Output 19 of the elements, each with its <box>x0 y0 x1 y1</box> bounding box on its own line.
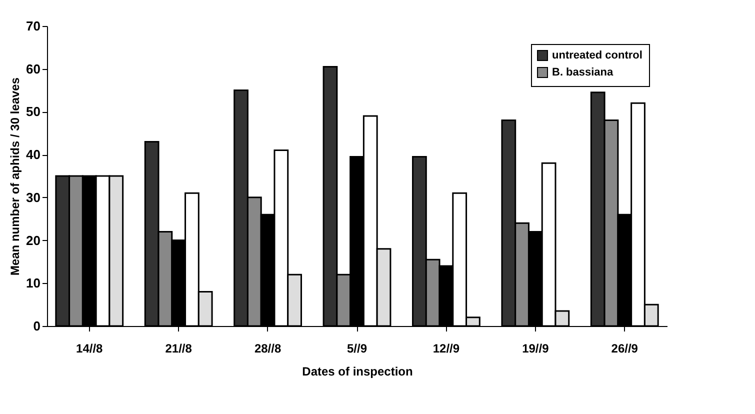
y-tick-label: 10 <box>26 276 40 291</box>
y-tick-label: 50 <box>26 104 40 120</box>
y-tick-label: 30 <box>26 190 40 205</box>
legend-label: untreated control <box>552 50 642 62</box>
x-tick-label: 19//9 <box>522 342 550 356</box>
y-tick-label: 70 <box>26 18 40 34</box>
x-tick-label: 28//8 <box>254 342 282 356</box>
x-axis-title: Dates of inspection <box>302 364 413 378</box>
y-tick-label: 0 <box>33 318 40 334</box>
y-tick-label: 40 <box>26 147 40 162</box>
x-tick-label: 14//8 <box>76 342 104 356</box>
y-tick-label: 60 <box>26 61 40 76</box>
x-tick-label: 21//8 <box>165 342 192 356</box>
y-tick-label: 20 <box>26 232 40 248</box>
x-tick-label: 5//9 <box>346 342 368 356</box>
x-tick-label: 26//9 <box>611 342 638 356</box>
legend-label: B. bassiana <box>552 66 614 78</box>
x-tick-label: 12//9 <box>432 342 460 356</box>
y-axis-title: Mean number of aphids / 30 leaves <box>8 77 22 276</box>
